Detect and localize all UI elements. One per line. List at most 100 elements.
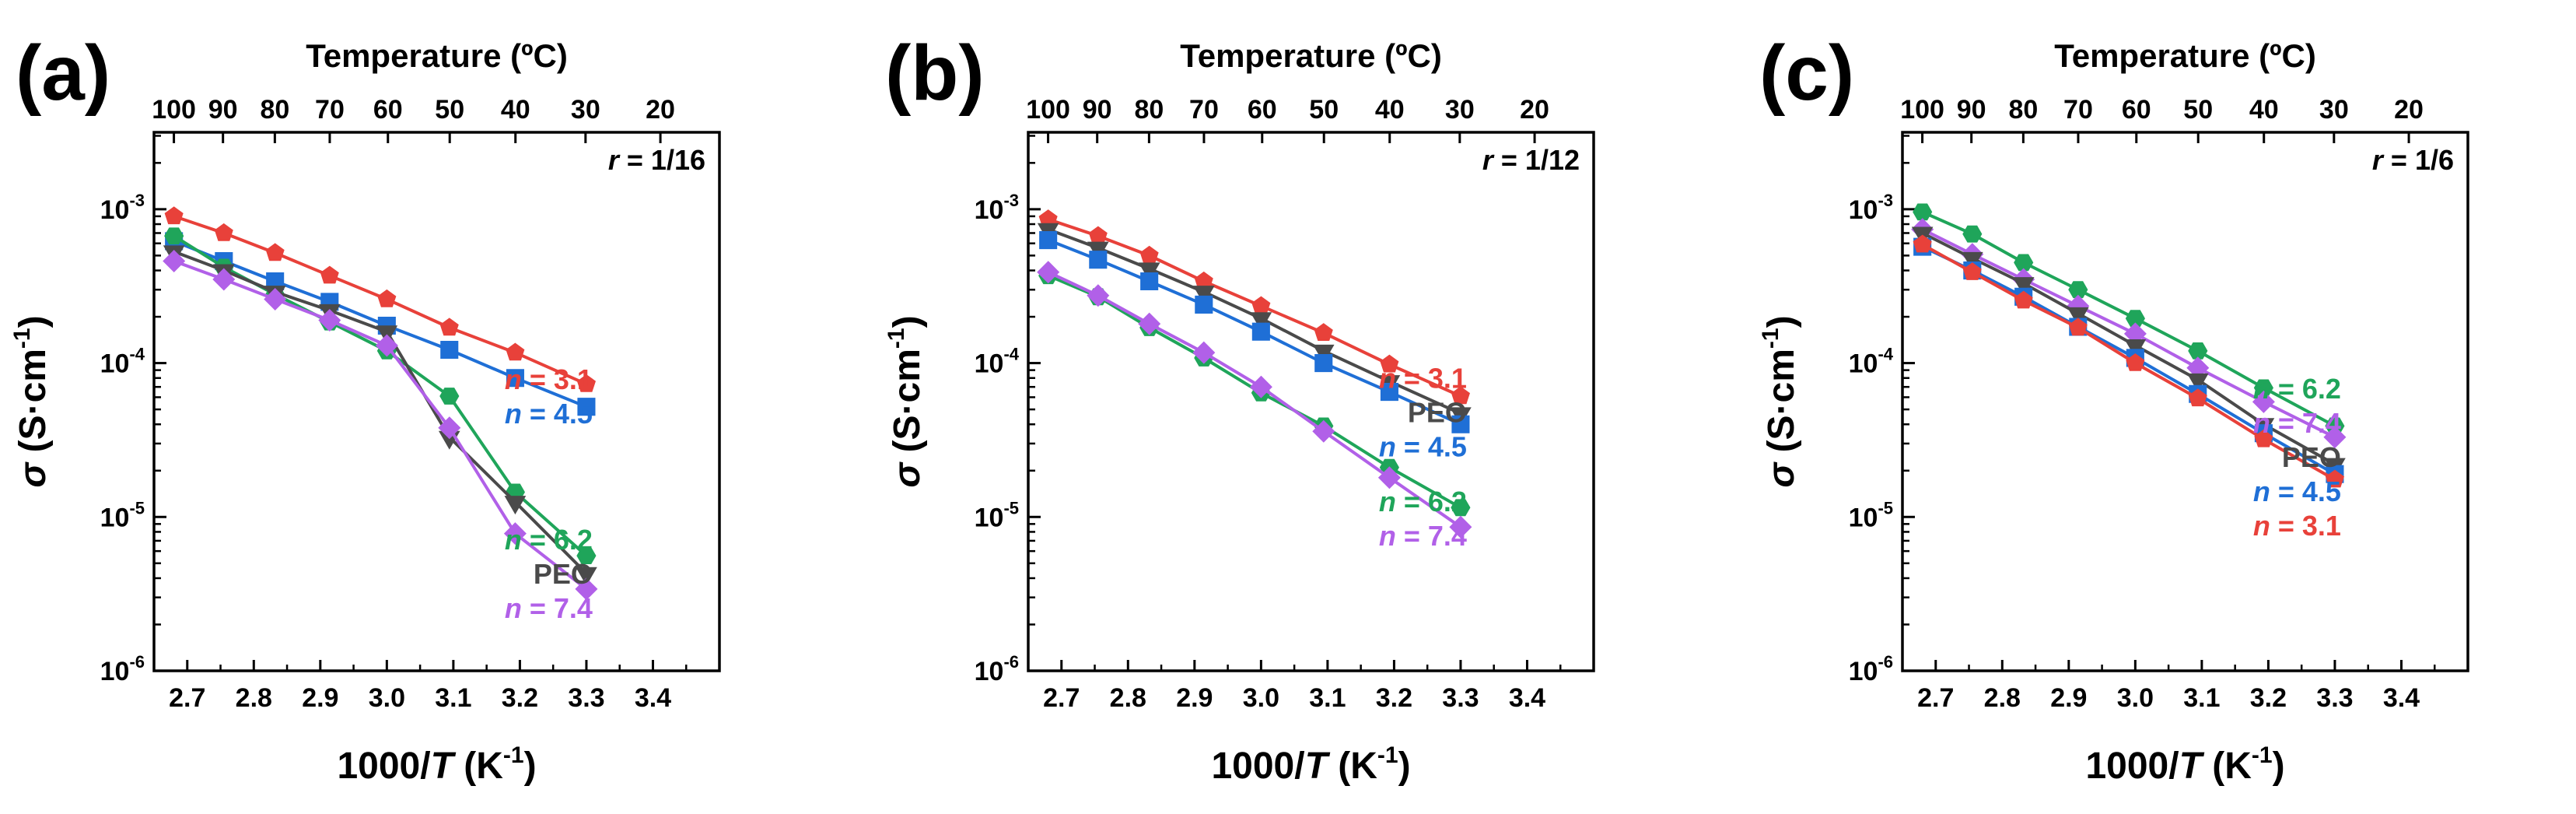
x-tick-label: 3.3 xyxy=(568,683,604,713)
top-tick-label: 60 xyxy=(2122,95,2151,125)
x-tick-label: 2.9 xyxy=(1176,683,1213,713)
data-point xyxy=(1314,354,1333,373)
data-point xyxy=(1251,296,1271,314)
legend-label: n = 7.4 xyxy=(505,592,593,624)
legend-label: n = 6.2 xyxy=(505,524,593,556)
data-point xyxy=(2125,310,2145,328)
top-tick-label: 20 xyxy=(646,95,675,125)
data-point xyxy=(1449,515,1472,539)
data-point xyxy=(439,388,460,405)
data-point xyxy=(1913,234,1932,253)
data-point xyxy=(2188,388,2207,407)
x-tick-label: 3.4 xyxy=(2383,683,2420,713)
top-tick-label: 90 xyxy=(1083,95,1112,125)
x-tick-label: 2.9 xyxy=(2050,683,2087,713)
top-tick-label: 40 xyxy=(2249,95,2279,125)
legend-label: n = 3.1 xyxy=(1379,363,1467,395)
data-point xyxy=(1039,230,1058,250)
data-point xyxy=(506,369,524,388)
data-point xyxy=(265,243,285,261)
series-n-4-5 xyxy=(1039,230,1470,433)
legend-label: PEO xyxy=(1408,397,1467,429)
data-point xyxy=(1961,251,1983,271)
top-tick-label: 20 xyxy=(1520,95,1549,125)
top-tick-label: 30 xyxy=(571,95,600,125)
x-tick-label: 2.7 xyxy=(1043,683,1080,713)
chart-panel-c: (c) 2.7 2.8 2.9 3.0 3.1 3.2 3.3 3.4 100 90 80 70 60 50… xyxy=(1758,30,2469,787)
y-tick-label: 10-4 xyxy=(975,345,1020,379)
top-tick-label: 30 xyxy=(2319,95,2349,125)
x-tick-label: 3.1 xyxy=(2183,683,2220,713)
top-tick-label: 80 xyxy=(1134,95,1164,125)
y-tick-label: 10-4 xyxy=(1849,345,1894,379)
data-point xyxy=(2126,353,2145,371)
data-point xyxy=(2252,390,2275,413)
x-tick-label: 3.3 xyxy=(1442,683,1479,713)
data-point xyxy=(575,577,598,601)
y-tick-label: 10-5 xyxy=(975,498,1019,532)
data-point xyxy=(1380,354,1399,373)
top-tick-label: 80 xyxy=(2008,95,2038,125)
data-point xyxy=(1380,383,1398,402)
top-tick-label: 50 xyxy=(1309,95,1339,125)
data-point xyxy=(506,342,525,361)
series-n-3-1 xyxy=(164,206,596,392)
plot-frame xyxy=(1027,131,1595,672)
top-tick-label: 90 xyxy=(1957,95,1986,125)
panel-label: (a) xyxy=(16,30,110,117)
top-tick-label: 30 xyxy=(1445,95,1475,125)
data-point xyxy=(264,287,287,311)
x-tick-label: 3.2 xyxy=(502,683,538,713)
data-point xyxy=(576,374,596,392)
x-axis-title: 1000/T (K-1) xyxy=(337,742,536,787)
y-axis-title: σ (S·cm-1) xyxy=(884,315,928,487)
data-point xyxy=(1089,251,1108,269)
top-tick-label: 20 xyxy=(2394,95,2424,125)
top-tick-label: 70 xyxy=(2063,95,2093,125)
data-point xyxy=(2068,281,2088,299)
x-tick-label: 2.7 xyxy=(1917,683,1954,713)
data-point xyxy=(1139,245,1159,264)
data-point xyxy=(1087,284,1110,307)
top-tick-label: 100 xyxy=(1026,95,1070,125)
y-tick-label: 10-6 xyxy=(975,652,1019,686)
series-line xyxy=(173,259,588,591)
top-axis-title: Temperature (ºC) xyxy=(2054,37,2316,74)
data-point xyxy=(2014,290,2033,309)
series-line xyxy=(1921,243,2336,481)
ratio-annotation: r = 1/16 xyxy=(608,144,705,176)
data-point xyxy=(1192,286,1215,305)
y-axis-title: σ (S·cm-1) xyxy=(9,315,54,487)
x-tick-label: 3.2 xyxy=(1376,683,1412,713)
series-n-7-4 xyxy=(1037,261,1472,539)
x-tick-label: 3.2 xyxy=(2250,683,2287,713)
ratio-annotation: r = 1/6 xyxy=(2372,144,2454,176)
data-point xyxy=(2323,426,2347,449)
series-line xyxy=(1047,270,1462,528)
data-point xyxy=(1140,272,1159,291)
y-axis-title: σ (S·cm-1) xyxy=(1758,315,1802,487)
panel-label: (b) xyxy=(885,30,985,117)
data-point xyxy=(2186,373,2209,392)
data-point xyxy=(266,272,285,291)
top-tick-label: 40 xyxy=(1375,95,1405,125)
y-tick-label: 10-3 xyxy=(975,191,1019,225)
series-line xyxy=(1921,210,2336,428)
series-n-6-2 xyxy=(1913,203,2345,435)
plot-frame xyxy=(152,131,721,672)
x-tick-label: 3.0 xyxy=(369,683,405,713)
data-point xyxy=(2014,254,2034,272)
x-tick-label: 2.7 xyxy=(169,683,205,713)
x-tick-label: 2.8 xyxy=(1984,683,2021,713)
x-tick-label: 2.8 xyxy=(1110,683,1146,713)
ratio-annotation: r = 1/12 xyxy=(1482,144,1580,176)
data-point xyxy=(576,547,597,564)
data-point xyxy=(2188,342,2208,360)
series-line xyxy=(173,234,588,557)
data-point xyxy=(1962,262,1982,280)
data-point xyxy=(318,308,341,332)
top-axis-title: Temperature (ºC) xyxy=(306,37,568,74)
data-point xyxy=(164,206,184,225)
x-tick-label: 3.4 xyxy=(1509,683,1545,713)
data-point xyxy=(1037,261,1060,284)
